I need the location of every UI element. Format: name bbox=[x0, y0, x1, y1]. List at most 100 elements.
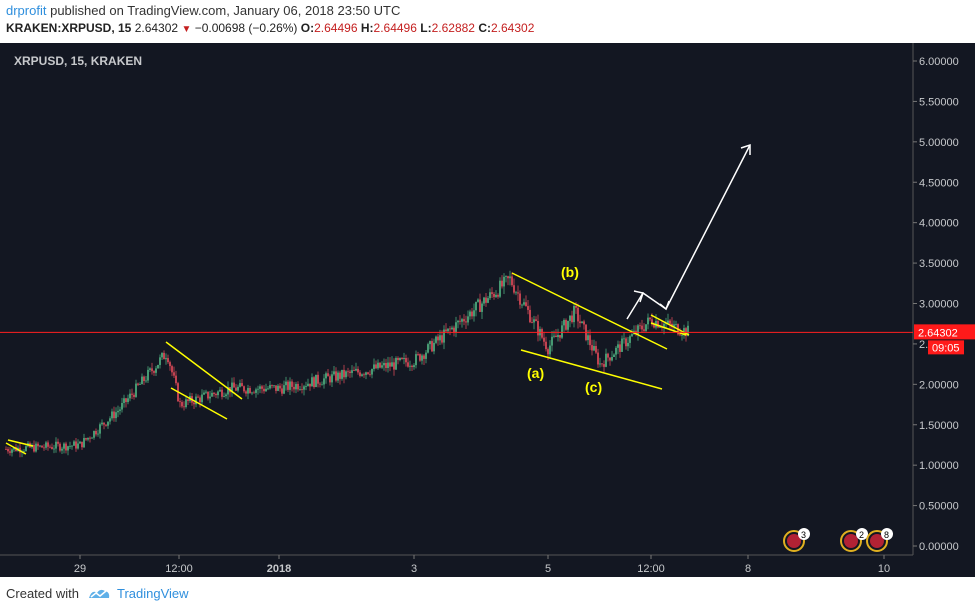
last-price: 2.64302 bbox=[134, 21, 179, 35]
event-badge-3[interactable]: 8 bbox=[866, 528, 893, 552]
candle-body bbox=[65, 443, 67, 451]
candle-body bbox=[285, 381, 287, 386]
candle-body bbox=[387, 362, 389, 368]
candle-body bbox=[241, 383, 243, 387]
candle-body bbox=[381, 365, 383, 368]
candle-body bbox=[503, 276, 505, 287]
y-tick-label: 5.50000 bbox=[919, 96, 959, 108]
candle-body bbox=[179, 401, 181, 403]
candle-body bbox=[645, 324, 647, 331]
candle-body bbox=[333, 371, 335, 375]
candle-body bbox=[657, 320, 659, 328]
candle-body bbox=[165, 358, 167, 360]
candle-body bbox=[133, 394, 135, 397]
candle-body bbox=[63, 443, 65, 449]
candle-body bbox=[113, 411, 115, 419]
candle-body bbox=[311, 377, 313, 387]
small-flag-upper-trendline[interactable] bbox=[650, 314, 690, 336]
small-flag-lower-trendline[interactable] bbox=[650, 322, 687, 336]
footer: Created with TradingView bbox=[6, 586, 189, 601]
candle-body bbox=[567, 320, 569, 330]
candle-body bbox=[639, 325, 641, 327]
candle-body bbox=[339, 372, 341, 379]
candles-group bbox=[5, 270, 689, 458]
flag-lower-trendline[interactable] bbox=[170, 387, 228, 420]
candle-body bbox=[163, 352, 165, 360]
chart-container[interactable]: 6.00000 5.50000 5.00000 4.50000 4.00000 3.500… bbox=[0, 43, 975, 577]
candle-body bbox=[565, 319, 567, 330]
candle-body bbox=[207, 391, 209, 399]
candle-body bbox=[601, 363, 603, 365]
candle-body bbox=[203, 392, 205, 395]
candle-body bbox=[263, 388, 265, 392]
candle-body bbox=[383, 362, 385, 366]
candle-body bbox=[105, 424, 107, 426]
candle-body bbox=[75, 441, 77, 449]
candle-body bbox=[507, 276, 509, 279]
x-tick-label: 3 bbox=[411, 563, 417, 575]
candle-body bbox=[283, 385, 285, 394]
candle-body bbox=[533, 319, 535, 323]
candle-body bbox=[83, 438, 85, 448]
badge-count: 2 bbox=[859, 530, 864, 540]
y-tick-label: 5.00000 bbox=[919, 137, 959, 149]
candle-body bbox=[341, 369, 343, 379]
candle-body bbox=[145, 380, 147, 382]
current-price-label-text: 2.64302 bbox=[918, 327, 958, 339]
down-arrow-icon: ▼ bbox=[181, 24, 192, 35]
candle-body bbox=[171, 366, 173, 373]
candle-body bbox=[59, 443, 61, 451]
y-tick-label: 6.00000 bbox=[919, 56, 959, 68]
candle-body bbox=[669, 320, 671, 324]
candle-body bbox=[131, 393, 133, 395]
countdown-label-text: 09:05 bbox=[932, 342, 960, 354]
projection-path[interactable] bbox=[626, 144, 751, 320]
candle-body bbox=[365, 372, 367, 375]
candle-body bbox=[587, 335, 589, 341]
candle-body bbox=[379, 362, 381, 368]
tradingview-logo-icon bbox=[88, 589, 110, 598]
candle-body bbox=[125, 398, 127, 403]
candle-body bbox=[25, 446, 27, 451]
price-chart[interactable]: 6.00000 5.50000 5.00000 4.50000 4.00000 3.500… bbox=[0, 43, 975, 577]
candle-body bbox=[293, 386, 295, 390]
candle-body bbox=[441, 335, 443, 343]
candle-body bbox=[487, 298, 489, 303]
price-scale-area[interactable] bbox=[913, 43, 975, 577]
candle-body bbox=[573, 306, 575, 323]
wedge-upper-trendline[interactable] bbox=[511, 272, 668, 350]
candle-body bbox=[409, 365, 411, 367]
candle-body bbox=[675, 324, 677, 325]
wave-label-b: (b) bbox=[561, 264, 579, 280]
symbol-name: KRAKEN:XRPUSD, 15 bbox=[6, 21, 132, 35]
candle-body bbox=[519, 293, 521, 305]
candle-body bbox=[101, 422, 103, 425]
high-label: H: bbox=[360, 21, 374, 35]
candle-body bbox=[399, 357, 401, 361]
y-tick-label: 1.50000 bbox=[919, 420, 959, 432]
tradingview-link[interactable]: TradingView bbox=[87, 586, 189, 601]
trendline-start-upper[interactable] bbox=[7, 439, 34, 447]
candle-body bbox=[261, 386, 263, 389]
wedge-lower-trendline[interactable] bbox=[520, 349, 663, 390]
candle-body bbox=[449, 328, 451, 330]
candle-body bbox=[405, 358, 407, 363]
badge-count-bg bbox=[856, 528, 868, 540]
flag-upper-trendline[interactable] bbox=[165, 341, 243, 400]
trendline-start-lower[interactable] bbox=[5, 442, 27, 455]
author-link[interactable]: drprofit bbox=[6, 3, 47, 18]
candle-body bbox=[617, 344, 619, 348]
candle-body bbox=[49, 446, 51, 448]
candle-body bbox=[7, 449, 9, 452]
candle-body bbox=[135, 383, 137, 397]
candle-body bbox=[331, 374, 333, 383]
candle-body bbox=[335, 371, 337, 381]
candle-body bbox=[395, 357, 397, 370]
event-badge-1[interactable]: 3 bbox=[783, 528, 810, 552]
candle-body bbox=[559, 335, 561, 338]
candle-body bbox=[209, 396, 211, 399]
event-badge-2[interactable]: 2 bbox=[840, 528, 868, 552]
candle-body bbox=[599, 363, 601, 365]
candle-body bbox=[81, 441, 83, 448]
candle-body bbox=[501, 280, 503, 287]
